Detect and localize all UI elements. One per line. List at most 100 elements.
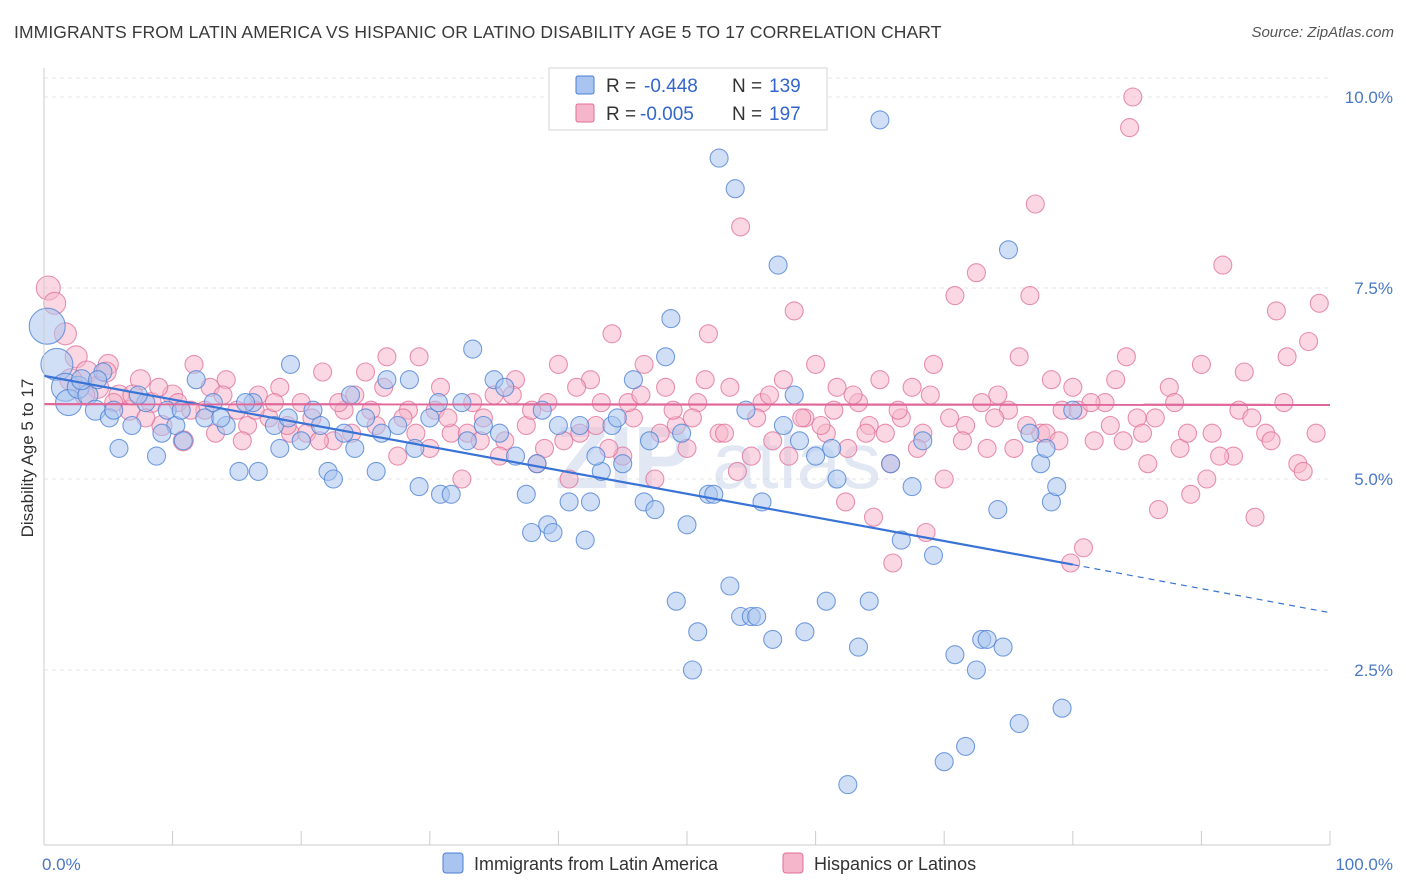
x-tick-label-left: 0.0%	[42, 855, 81, 874]
hispanics-point-199	[1120, 118, 1140, 138]
hispanics-point-194	[1177, 423, 1198, 443]
hispanics-point-203	[883, 553, 903, 573]
immigrants-point-64	[656, 347, 676, 367]
legend-n-label-0: N =	[732, 76, 762, 97]
hispanics-point-78	[870, 370, 890, 390]
immigrants-point-52	[543, 522, 563, 543]
legend-n-value-0: 139	[769, 76, 801, 97]
legend-r-label-1: R =	[606, 104, 636, 125]
immigrants-point-35	[377, 370, 397, 390]
hispanics-point-124	[232, 431, 252, 451]
immigrants-point-125	[457, 431, 477, 451]
hispanics-point-132	[489, 446, 510, 466]
immigrants-point-109	[1047, 477, 1067, 497]
hispanics-point-72	[806, 354, 826, 374]
hispanics-point-58	[656, 377, 676, 397]
immigrants-point-42	[452, 393, 472, 413]
hispanics-point-196	[1242, 408, 1262, 428]
immigrants-point-28	[303, 400, 323, 420]
hispanics-point-70	[784, 301, 804, 321]
immigrants-point-17	[186, 370, 206, 390]
immigrants-point-87	[848, 637, 869, 657]
hispanics-point-26	[313, 362, 333, 382]
immigrants-point-101	[988, 500, 1008, 520]
immigrants-point-126	[489, 423, 510, 443]
immigrants-point-73	[725, 179, 745, 199]
immigrants-point-46	[495, 377, 515, 397]
immigrants-point-131	[672, 423, 692, 443]
x-tick-label-right: 100.0%	[1335, 855, 1393, 874]
immigrants-point-76	[747, 606, 767, 627]
immigrants-point-30	[323, 469, 343, 489]
immigrants-point-10	[109, 438, 129, 458]
immigrants-point-55	[570, 415, 590, 436]
immigrants-point-23	[248, 461, 268, 481]
hispanics-point-32	[377, 347, 397, 367]
hispanics-point-198	[1306, 423, 1326, 443]
immigrants-point-25	[270, 438, 290, 458]
immigrants-point-85	[827, 469, 847, 489]
immigrants-point-89	[870, 110, 890, 130]
hispanics-point-101	[1116, 347, 1136, 367]
immigrants-point-119	[278, 408, 298, 428]
legend-swatch-immigrants	[575, 75, 595, 95]
immigrants-point-115	[152, 423, 172, 443]
hispanics-point-113	[1245, 507, 1265, 527]
immigrants-point-94	[923, 545, 944, 565]
immigrants-point-130	[639, 431, 660, 451]
immigrants-point-103	[998, 240, 1019, 260]
hispanics-point-96	[1063, 377, 1083, 397]
immigrants-point-26	[280, 354, 301, 374]
hispanics-point-154	[1197, 469, 1217, 489]
immigrants-point-44	[473, 415, 493, 436]
immigrants-point-49	[522, 522, 542, 543]
y-tick-label-0: 2.5%	[1354, 661, 1393, 680]
immigrants-point-95	[934, 752, 954, 772]
hispanics-point-146	[940, 408, 960, 428]
immigrants-point-133	[736, 400, 756, 420]
hispanics-point-87	[966, 263, 986, 283]
immigrants-point-39	[420, 408, 440, 428]
immigrants-point-61	[623, 370, 643, 390]
immigrants-point-38	[409, 477, 429, 497]
immigrants-point-21	[229, 461, 249, 481]
immigrants-point-92	[902, 477, 922, 497]
hispanics-point-179	[695, 370, 715, 390]
hispanics-point-175	[567, 377, 587, 397]
hispanics-point-53	[602, 324, 622, 344]
hispanics-point-180	[727, 461, 747, 481]
hispanics-point-118	[1299, 331, 1319, 352]
hispanics-point-153	[1165, 393, 1185, 413]
immigrants-point-43	[463, 339, 483, 359]
hispanics-point-88	[977, 438, 997, 458]
immigrants-point-93	[913, 431, 933, 451]
immigrants-point-66	[666, 591, 686, 611]
immigrants-point-16	[173, 431, 193, 451]
hispanics-point-162	[149, 377, 169, 397]
immigrants-point-118	[235, 393, 256, 413]
hispanics-point-174	[534, 438, 555, 458]
bottom-legend-swatch-hispanics	[782, 852, 804, 874]
hispanics-point-151	[1100, 415, 1120, 436]
immigrants-point-83	[806, 446, 826, 466]
hispanics-point-48	[548, 354, 568, 374]
immigrants-point-54	[559, 492, 579, 512]
immigrants-point-32	[345, 438, 365, 458]
immigrants-point-78	[763, 629, 783, 649]
hispanics-point-103	[1138, 454, 1158, 474]
immigrants-point-117	[211, 408, 231, 428]
immigrants-point-57	[580, 492, 601, 512]
immigrants-point-79	[768, 255, 788, 275]
immigrants-point-36	[388, 415, 408, 436]
immigrants-point-82	[795, 622, 815, 642]
legend-n-value-1: 197	[769, 104, 801, 125]
hispanics-point-112	[1234, 362, 1254, 382]
immigrants-point-63	[645, 500, 665, 520]
immigrants-point-31	[334, 423, 354, 443]
hispanics-point-125	[264, 393, 284, 413]
hispanics-point-100	[1106, 370, 1126, 390]
hispanics-point-197	[1274, 393, 1294, 413]
stats-legend: R = -0.448 N = 139 R = -0.005 N = 197	[548, 67, 828, 131]
hispanics-point-157	[1293, 461, 1313, 481]
immigrants-point-72	[720, 576, 740, 596]
